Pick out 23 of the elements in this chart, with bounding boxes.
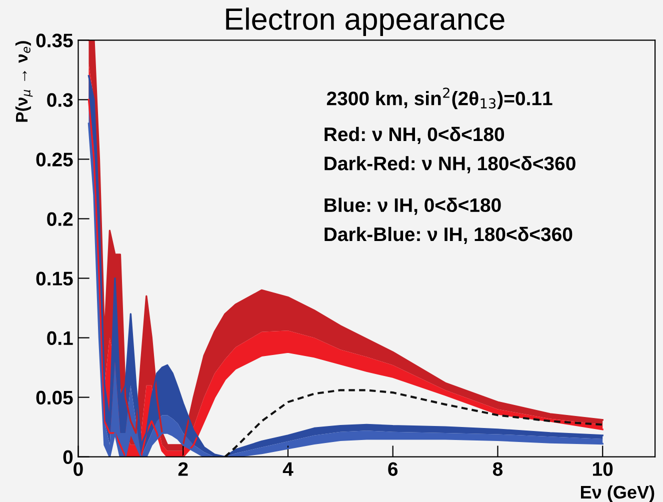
y-tick-label: 0.1: [47, 331, 73, 346]
y-tick-label: 0.15: [36, 272, 73, 286]
annotation: Dark-Blue: ν IH, 180<δ<360: [324, 226, 572, 244]
x-tick-label: 4: [282, 462, 294, 476]
x-tick-label: 0: [74, 462, 83, 476]
y-tick-label: 0.3: [47, 93, 73, 107]
x-tick-label: 2: [178, 462, 188, 476]
y-tick-label: 0.2: [47, 212, 73, 226]
annotation: Dark-Red: ν NH, 180<δ<360: [324, 156, 576, 174]
y-tick-label: 0.25: [36, 152, 73, 166]
x-tick-label: 8: [492, 462, 503, 476]
line-series: [224, 389, 604, 457]
chart-title: Electron appearance: [226, 8, 504, 36]
y-tick-label: 0: [63, 450, 73, 464]
annotation: Blue: ν IH, 0<δ<180: [324, 198, 501, 215]
x-tick-label: 10: [593, 462, 613, 476]
x-axis-title: Eν (GeV): [581, 485, 654, 502]
y-axis-title: P(ν$_{μ}$ → ν$_{e}$): [15, 41, 33, 122]
annotation: Red: ν NH, 0<δ<180: [324, 126, 504, 144]
y-tick-label: 0.35: [36, 34, 73, 48]
annotation: 2300 km, sin$^{2}$(2θ$_{13}$)=0.11: [326, 88, 552, 110]
y-tick-label: 0.05: [36, 390, 73, 405]
x-tick-label: 6: [388, 462, 398, 476]
